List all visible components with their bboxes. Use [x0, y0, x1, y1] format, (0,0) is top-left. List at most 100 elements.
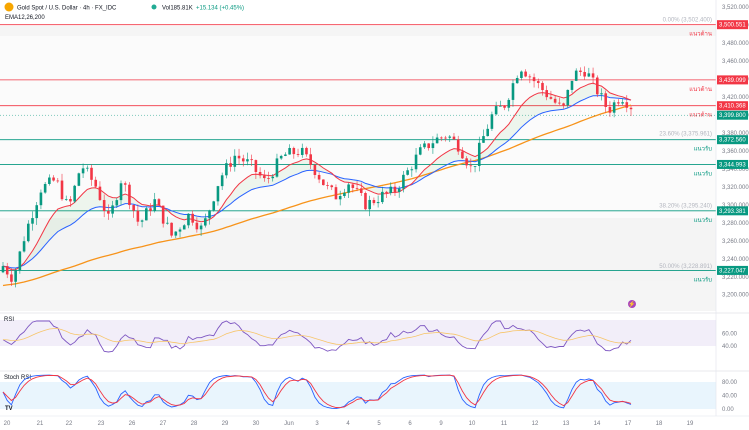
- price-tick-label: 3,520.000: [722, 5, 749, 11]
- candle-body: [191, 213, 194, 223]
- time-tick-label: 20: [4, 421, 11, 427]
- volume-value: Vol185.81K: [162, 6, 193, 12]
- indicator-label[interactable]: EMA12,26,200: [5, 15, 45, 21]
- candle-body: [220, 175, 224, 187]
- stoch-d-line[interactable]: [2, 374, 632, 409]
- candle-body: [595, 77, 599, 95]
- rsi-label[interactable]: RSI: [4, 317, 14, 323]
- candle-body: [583, 71, 586, 77]
- candle-body: [166, 222, 169, 224]
- candle-body: [233, 155, 237, 167]
- candle-body: [330, 185, 334, 188]
- candle-body: [14, 270, 17, 282]
- rsi-band: [0, 320, 716, 346]
- candle-body: [102, 200, 106, 212]
- resistance-3-price-tag: [717, 101, 748, 111]
- support-1-price-tag: [717, 135, 748, 145]
- candle-body: [372, 199, 376, 204]
- candle-body: [511, 83, 515, 100]
- support-3-tag-label: แนวรับ: [694, 217, 713, 224]
- fib-zone-upper: [0, 36, 716, 218]
- candle-body: [326, 185, 329, 186]
- ema12-line[interactable]: [2, 82, 632, 271]
- candle-body: [128, 184, 131, 206]
- fib-level-label: 23.60% (3,375.961): [659, 132, 712, 138]
- time-tick-label: 13: [563, 421, 570, 427]
- candle-body: [579, 70, 582, 72]
- stoch-tick-label: 0.00: [722, 407, 734, 413]
- resistance-1-price-label: 3,500.551: [719, 23, 746, 29]
- candle-body: [52, 177, 55, 181]
- candle-body: [136, 210, 140, 222]
- candle-body: [204, 218, 207, 226]
- candle-body: [553, 98, 557, 103]
- candle-body: [263, 175, 266, 179]
- candle-body: [545, 90, 549, 98]
- candle-body: [351, 184, 355, 188]
- support-1-tag-label: แนวรับ: [694, 146, 713, 153]
- candle-body: [397, 188, 401, 192]
- tradingview-logo[interactable]: TV: [5, 406, 13, 412]
- price-tick-label: 3,460.000: [722, 59, 749, 65]
- candle-body: [35, 205, 39, 219]
- candle-body: [149, 208, 152, 211]
- stoch-tick-label: 80.00: [722, 380, 738, 386]
- time-tick-label: 29: [222, 421, 229, 427]
- candle-body: [355, 187, 359, 189]
- candle-body: [69, 198, 72, 202]
- candle-body: [300, 147, 304, 155]
- candle-body: [486, 128, 489, 137]
- time-tick-label: 9: [439, 421, 443, 427]
- candle-body: [305, 147, 308, 155]
- candle-body: [364, 192, 367, 210]
- candle-body: [473, 165, 477, 167]
- time-tick-label: 18: [656, 421, 663, 427]
- time-tick-label: 17: [625, 421, 632, 427]
- candle-body: [359, 188, 363, 193]
- candle-body: [456, 139, 460, 152]
- candle-body: [153, 199, 157, 211]
- candle-body: [507, 99, 511, 108]
- ema200-line[interactable]: [2, 104, 632, 287]
- candle-body: [132, 205, 135, 211]
- symbol-title[interactable]: Gold Spot / U.S. Dollar · 4h · FX_IDC: [17, 6, 117, 12]
- price-tick-label: 3,360.000: [722, 149, 749, 155]
- candle-body: [5, 266, 9, 275]
- candle-body: [313, 164, 317, 175]
- price-tick-label: 3,280.000: [722, 221, 749, 227]
- candle-body: [414, 154, 418, 170]
- rsi-tick-label: 40.00: [722, 344, 738, 350]
- rsi-tick-label: 60.00: [722, 331, 738, 337]
- candle-body: [56, 180, 60, 182]
- stoch-label[interactable]: Stoch RSI: [4, 375, 31, 381]
- event-flag-icon[interactable]: [628, 300, 636, 308]
- support-2-tag-label: แนวรับ: [694, 170, 713, 177]
- current-price-label: 3,399.800: [719, 113, 746, 119]
- ema26-line[interactable]: [2, 94, 632, 269]
- candle-body: [499, 105, 502, 107]
- candle-body: [402, 174, 405, 189]
- candle-body: [182, 225, 186, 230]
- time-tick-label: Jun: [284, 421, 294, 427]
- time-tick-label: 14: [594, 421, 601, 427]
- candle-body: [81, 168, 85, 174]
- stoch-k-line[interactable]: [2, 374, 632, 410]
- candle-body: [64, 198, 68, 200]
- market-status-dot: [151, 4, 157, 10]
- candle-body: [410, 169, 414, 171]
- candle-body: [393, 186, 397, 192]
- resistance-3-tag-label: แนวต้าน: [689, 112, 712, 119]
- candle-body: [368, 199, 371, 210]
- candle-body: [515, 77, 519, 84]
- event-flag-glyph: ⚡: [628, 300, 635, 308]
- time-tick-label: 6: [408, 421, 412, 427]
- time-tick-label: 21: [37, 421, 44, 427]
- candle-body: [558, 102, 561, 104]
- time-tick-label: 23: [98, 421, 105, 427]
- candle-body: [440, 137, 443, 139]
- candle-body: [199, 225, 203, 230]
- candle-body: [574, 70, 578, 81]
- candle-body: [85, 167, 89, 169]
